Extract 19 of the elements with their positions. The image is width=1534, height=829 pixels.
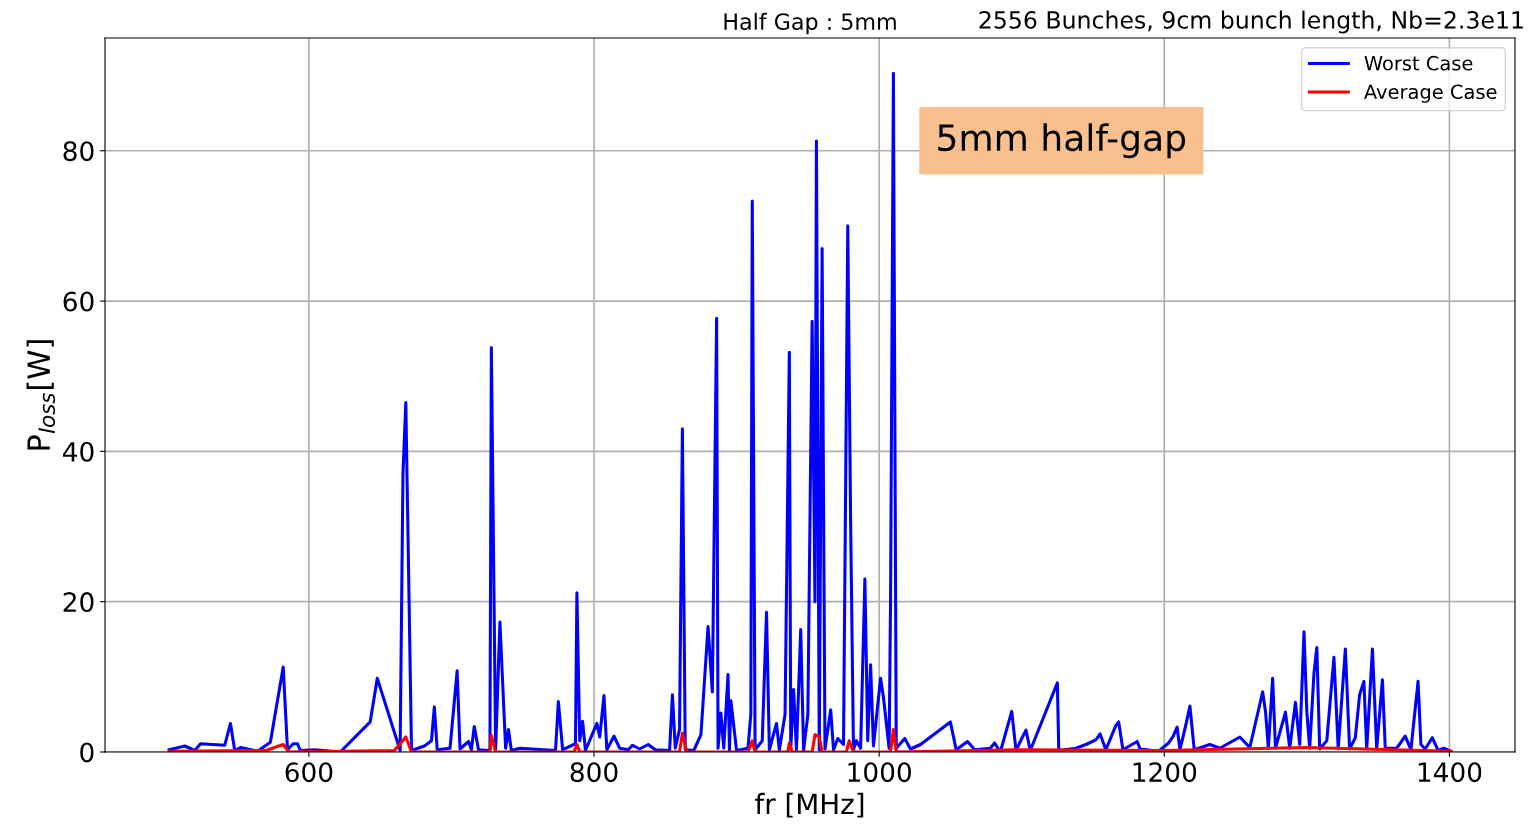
y-tick-label: 40 — [62, 441, 94, 462]
y-tick-label: 0 — [80, 742, 94, 763]
line-series — [167, 71, 1453, 752]
x-axis-title: fr [MHz] — [755, 792, 864, 818]
legend-label: Average Case — [1364, 84, 1497, 103]
x-tick-label: 800 — [570, 762, 618, 783]
legend-label: Worst Case — [1364, 55, 1473, 71]
x-tick-label: 1000 — [848, 762, 911, 783]
chart-title: Half Gap : 5mm — [724, 12, 896, 35]
y-tick-label: 80 — [63, 141, 94, 162]
x-tick-label: 600 — [285, 762, 333, 783]
annotation: 5mm half-gap — [938, 123, 1186, 159]
y-axis-title: P$_{loss}$[W] — [26, 340, 56, 450]
line-series — [167, 727, 1453, 752]
chart-subtitle: 2556 Bunches, 9cm bunch length, Nb=2.3e11 — [979, 10, 1523, 34]
y-tick-label: 20 — [63, 592, 94, 613]
y-tick-label: 60 — [63, 291, 94, 312]
x-tick-label: 1400 — [1418, 762, 1482, 783]
x-tick-label: 1200 — [1133, 762, 1197, 783]
